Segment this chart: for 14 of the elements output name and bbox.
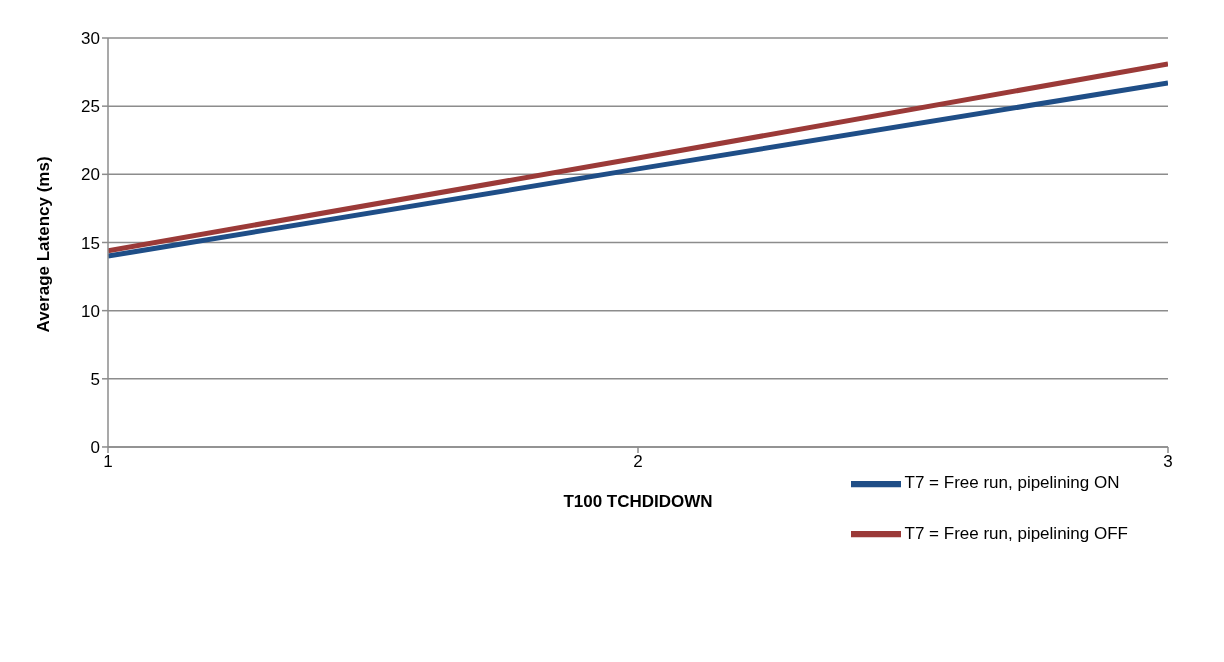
y-tick-label: 0 — [90, 438, 100, 457]
legend-label: T7 = Free run, pipelining ON — [904, 473, 1120, 492]
x-axis-title: T100 TCHDIDOWN — [563, 491, 713, 511]
legend-label: T7 = Free run, pipelining OFF — [904, 523, 1128, 543]
y-tick-label: 30 — [81, 29, 100, 49]
y-tick-label: 15 — [81, 233, 100, 253]
y-tick-label: 25 — [81, 97, 100, 117]
y-axis-title: Average Latency (ms) — [34, 156, 54, 333]
y-tick-label: 10 — [81, 301, 100, 321]
x-tick-label: 2 — [633, 452, 643, 472]
y-tick-label: 20 — [81, 165, 100, 185]
x-tick-label: 3 — [1163, 452, 1173, 472]
x-tick-label: 1 — [103, 452, 113, 472]
y-tick-label: 5 — [90, 369, 100, 389]
